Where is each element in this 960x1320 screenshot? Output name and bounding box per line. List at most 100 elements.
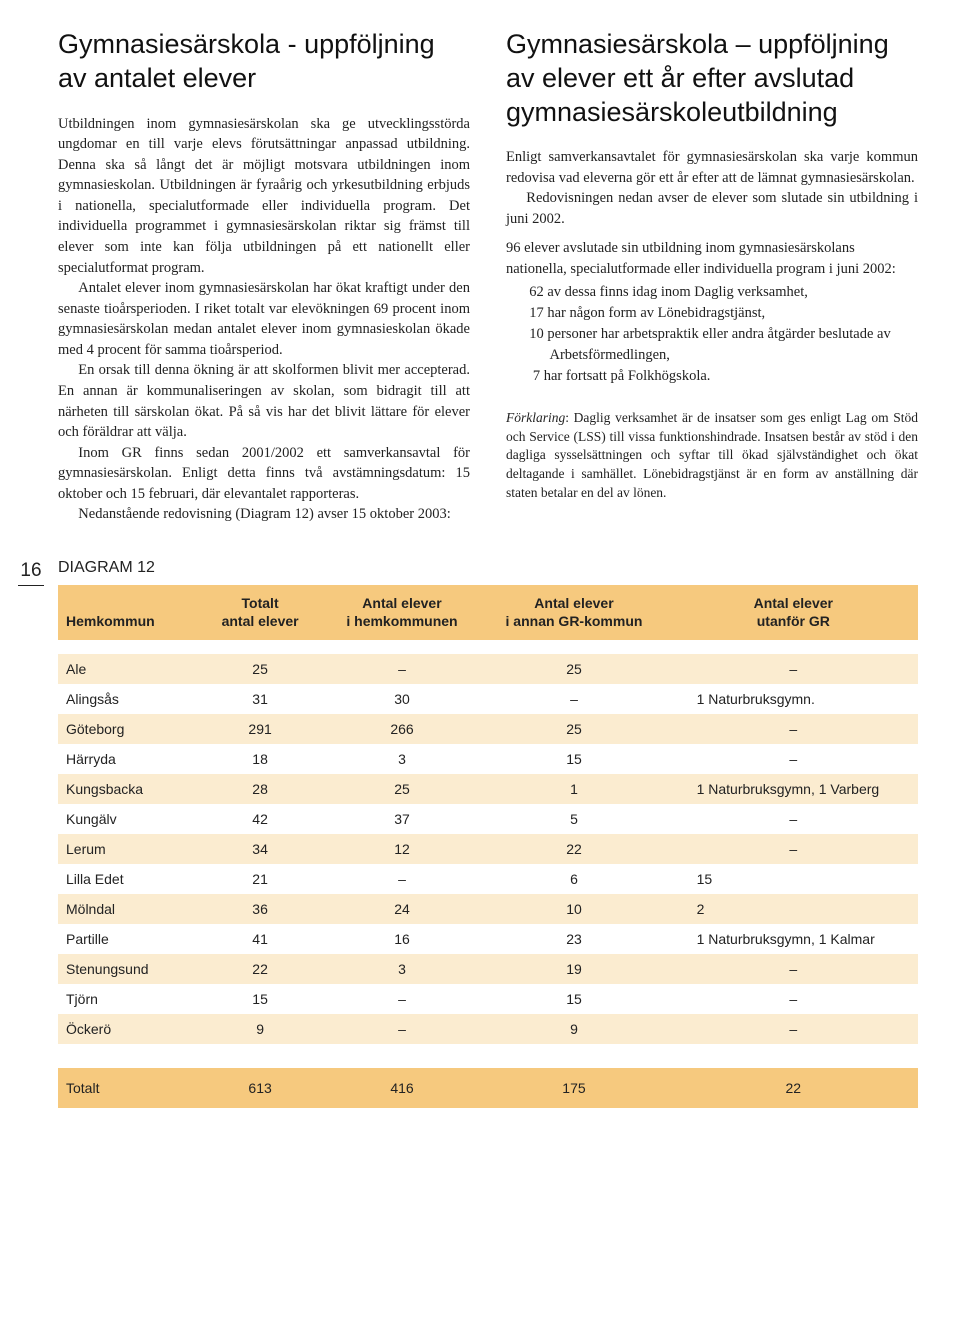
th-hemkommun: Hemkommun bbox=[58, 585, 196, 640]
table-cell: 3 bbox=[325, 744, 480, 774]
table-cell: Kungälv bbox=[58, 804, 196, 834]
table-cell: 25 bbox=[479, 654, 668, 684]
table-cell: Göteborg bbox=[58, 714, 196, 744]
tf-4: 22 bbox=[669, 1068, 918, 1108]
explain-label: Förklaring bbox=[506, 410, 565, 425]
table-cell: – bbox=[669, 804, 918, 834]
table-cell: 21 bbox=[196, 864, 325, 894]
explain-text: : Daglig verksamhet är de insatser som g… bbox=[506, 410, 918, 501]
page-number: 16 bbox=[18, 560, 44, 586]
table-row: Ale25–25– bbox=[58, 654, 918, 684]
table-cell: 1 bbox=[479, 774, 668, 804]
table-cell: Lerum bbox=[58, 834, 196, 864]
left-p5: Nedanstående redovisning (Diagram 12) av… bbox=[58, 504, 470, 525]
right-title: Gymnasiesärskola – uppföljning av elever… bbox=[506, 28, 918, 129]
table-cell: – bbox=[669, 954, 918, 984]
table-row: Göteborg29126625– bbox=[58, 714, 918, 744]
table-cell: – bbox=[669, 654, 918, 684]
table-cell: 37 bbox=[325, 804, 480, 834]
tf-1: 613 bbox=[196, 1068, 325, 1108]
table-cell: 15 bbox=[479, 744, 668, 774]
table-cell: 2 bbox=[669, 894, 918, 924]
table-row: Partille4116231 Naturbruksgymn, 1 Kalmar bbox=[58, 924, 918, 954]
table-cell: Partille bbox=[58, 924, 196, 954]
table-cell: Stenungsund bbox=[58, 954, 196, 984]
left-p1: Utbildningen inom gymnasiesärskolan ska … bbox=[58, 114, 470, 279]
table-cell: 28 bbox=[196, 774, 325, 804]
table-cell: – bbox=[325, 654, 480, 684]
two-column-layout: Gymnasiesärskola - uppföljning av antale… bbox=[58, 28, 918, 525]
right-p2: Redovisningen nedan avser de elever som … bbox=[506, 188, 918, 229]
table-cell: 22 bbox=[479, 834, 668, 864]
table-cell: 5 bbox=[479, 804, 668, 834]
th-totalt: Totaltantal elever bbox=[196, 585, 325, 640]
table-row: Lerum341222– bbox=[58, 834, 918, 864]
diagram-label: DIAGRAM 12 bbox=[58, 559, 918, 577]
table-cell: 6 bbox=[479, 864, 668, 894]
table-cell: – bbox=[669, 744, 918, 774]
table-cell: Kungsbacka bbox=[58, 774, 196, 804]
table-row: Härryda18315– bbox=[58, 744, 918, 774]
left-column: Gymnasiesärskola - uppföljning av antale… bbox=[58, 28, 470, 525]
tf-label: Totalt bbox=[58, 1068, 196, 1108]
table-cell: 3 bbox=[325, 954, 480, 984]
table-cell: 291 bbox=[196, 714, 325, 744]
table-cell: – bbox=[669, 984, 918, 1014]
table-cell: Öckerö bbox=[58, 1014, 196, 1044]
table-cell: 42 bbox=[196, 804, 325, 834]
table-cell: 12 bbox=[325, 834, 480, 864]
table-cell: 9 bbox=[479, 1014, 668, 1044]
table-cell: 266 bbox=[325, 714, 480, 744]
table-cell: Mölndal bbox=[58, 894, 196, 924]
left-p3: En orsak till denna ökning är att skolfo… bbox=[58, 360, 470, 442]
table-cell: 16 bbox=[325, 924, 480, 954]
table-header: Hemkommun Totaltantal elever Antal eleve… bbox=[58, 585, 918, 640]
left-p4: Inom GR finns sedan 2001/2002 ett samver… bbox=[58, 443, 470, 505]
tf-2: 416 bbox=[325, 1068, 480, 1108]
table-cell: 25 bbox=[479, 714, 668, 744]
table-cell: – bbox=[669, 834, 918, 864]
table-row: Tjörn15–15– bbox=[58, 984, 918, 1014]
table-cell: 24 bbox=[325, 894, 480, 924]
table-cell: Härryda bbox=[58, 744, 196, 774]
table-cell: Tjörn bbox=[58, 984, 196, 1014]
table-cell: – bbox=[479, 684, 668, 714]
table-row: Stenungsund22319– bbox=[58, 954, 918, 984]
table-cell: 30 bbox=[325, 684, 480, 714]
table-cell: – bbox=[325, 864, 480, 894]
table-cell: 1 Naturbruksgymn. bbox=[669, 684, 918, 714]
table-cell: 25 bbox=[325, 774, 480, 804]
table-cell: 15 bbox=[479, 984, 668, 1014]
table-row: Kungälv42375– bbox=[58, 804, 918, 834]
table-cell: 31 bbox=[196, 684, 325, 714]
table-row: Lilla Edet21–615 bbox=[58, 864, 918, 894]
table-footer: Totalt 613 416 175 22 bbox=[58, 1044, 918, 1108]
table-row: Öckerö9–9– bbox=[58, 1014, 918, 1044]
table-body: Ale25–25–Alingsås3130–1 Naturbruksgymn.G… bbox=[58, 640, 918, 1044]
right-column: Gymnasiesärskola – uppföljning av elever… bbox=[506, 28, 918, 525]
table-cell: 15 bbox=[196, 984, 325, 1014]
table-cell: 9 bbox=[196, 1014, 325, 1044]
list-item-2: 17 har någon form av Lönebidragstjänst, bbox=[506, 303, 918, 324]
table-row: Kungsbacka282511 Naturbruksgymn, 1 Varbe… bbox=[58, 774, 918, 804]
table-cell: 23 bbox=[479, 924, 668, 954]
table-cell: 34 bbox=[196, 834, 325, 864]
table-cell: Alingsås bbox=[58, 684, 196, 714]
table-cell: 41 bbox=[196, 924, 325, 954]
left-title: Gymnasiesärskola - uppföljning av antale… bbox=[58, 28, 470, 96]
table-cell: – bbox=[669, 714, 918, 744]
table-cell: Lilla Edet bbox=[58, 864, 196, 894]
table-cell: 1 Naturbruksgymn, 1 Kalmar bbox=[669, 924, 918, 954]
th-hemkommunen: Antal eleveri hemkommunen bbox=[325, 585, 480, 640]
table-cell: 15 bbox=[669, 864, 918, 894]
table-row: Mölndal3624102 bbox=[58, 894, 918, 924]
table-cell: 10 bbox=[479, 894, 668, 924]
th-utanfor-gr: Antal eleverutanför GR bbox=[669, 585, 918, 640]
tf-3: 175 bbox=[479, 1068, 668, 1108]
table-cell: – bbox=[669, 1014, 918, 1044]
right-p1: Enligt samverkansavtalet för gymnasiesär… bbox=[506, 147, 918, 188]
table-cell: – bbox=[325, 1014, 480, 1044]
list-item-4: 7 har fortsatt på Folkhögskola. bbox=[506, 366, 918, 387]
table-cell: 22 bbox=[196, 954, 325, 984]
th-annan-gr: Antal eleveri annan GR-kommun bbox=[479, 585, 668, 640]
